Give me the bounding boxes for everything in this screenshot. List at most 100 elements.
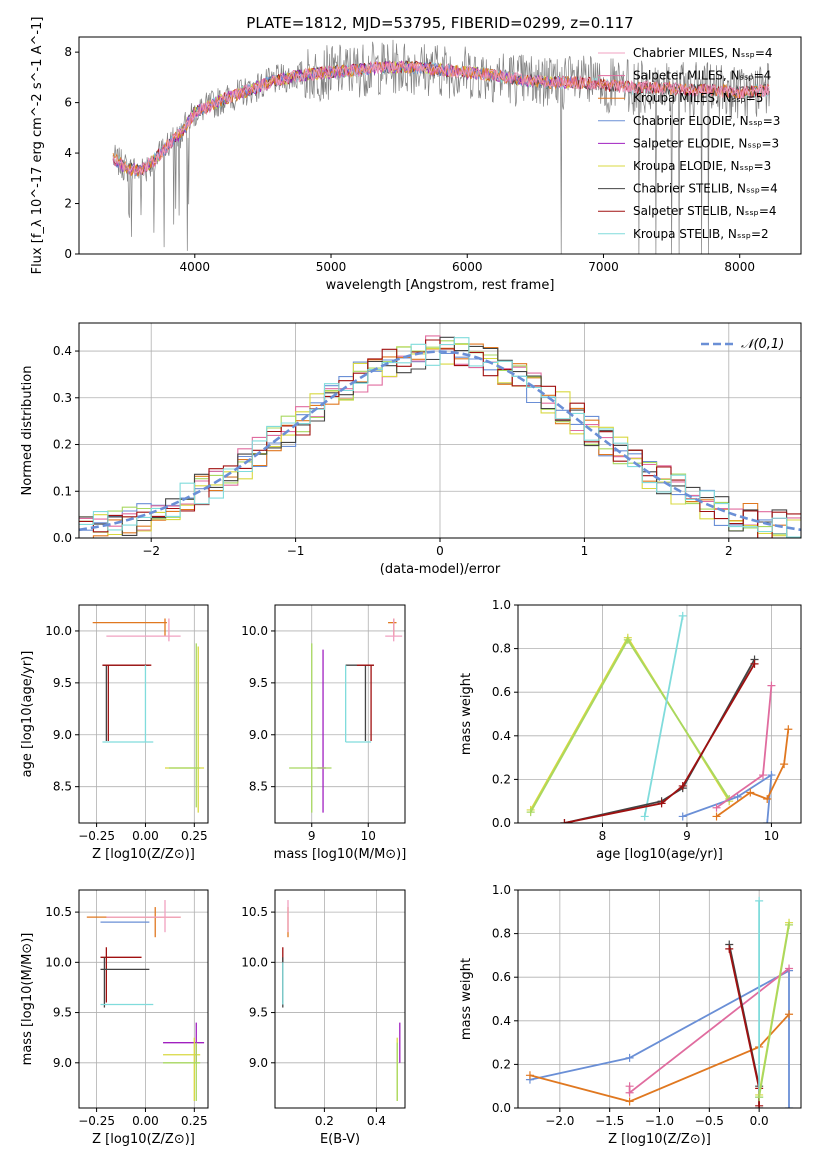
series-kroupa-miles xyxy=(715,729,790,818)
x-tick-label: 0.25 xyxy=(181,1114,208,1128)
chart-weight_vs_Z: −2.0 −1.5 −1.0 −0.5 0.0 0.0 0.2 0.4 0.6 0.8 1.0 Z [… xyxy=(459,883,802,1147)
series-chabrier-miles xyxy=(112,61,770,176)
marker xyxy=(750,659,759,668)
y-tick-label: 0.8 xyxy=(492,642,511,656)
marker xyxy=(733,792,742,801)
plot-area xyxy=(525,896,794,1108)
y-axis-label: mass weight xyxy=(459,958,474,1040)
x-axis-label: Z [log10(Z/Z⊙)] xyxy=(92,1132,195,1147)
grid xyxy=(518,604,801,824)
y-tick-label: 10.0 xyxy=(45,955,72,969)
legend: Chabrier MILES, Nₛₛₚ=4 Salpeter MILES, Nₛ… xyxy=(598,46,780,241)
x-tick-label: 10 xyxy=(361,829,376,843)
x-tick-label: 4000 xyxy=(180,260,211,274)
y-tick-label: 9.0 xyxy=(249,728,268,742)
axes-frame xyxy=(78,36,802,255)
marker xyxy=(755,896,764,905)
marker xyxy=(623,635,632,644)
y-tick-label: 0.8 xyxy=(492,927,511,941)
marker xyxy=(785,1104,794,1108)
x-tick-label: −1 xyxy=(287,544,305,558)
y-tick-label: 9.5 xyxy=(53,676,72,690)
y-axis-label: Flux [f_λ 10^-17 erg cm^-2 s^-1 A^-1] xyxy=(30,17,45,275)
marker xyxy=(678,611,687,620)
y-tick-label: 9.0 xyxy=(249,1056,268,1070)
axes-frame xyxy=(78,604,209,824)
marker xyxy=(725,944,734,953)
legend-entry: Salpeter ELODIE, Nₛₛₚ=3 xyxy=(633,136,779,150)
series-kroupa-elodie xyxy=(529,635,730,811)
marker xyxy=(763,795,772,804)
marker xyxy=(746,788,755,797)
legend: 𝒩(0,1) xyxy=(701,337,784,352)
series-chabrier-elodie xyxy=(529,969,790,1108)
x-axis-label: mass [log10(M/M⊙)] xyxy=(274,847,407,862)
hist-chabrier-stelib xyxy=(79,336,801,538)
marker xyxy=(780,760,789,769)
y-tick-label: 1.0 xyxy=(492,598,511,612)
legend-entry: Salpeter MILES, Nₛₛₚ=4 xyxy=(633,69,771,83)
grid xyxy=(79,605,208,823)
y-axis-label: Normed distribution xyxy=(20,366,35,496)
figure-title: PLATE=1812, MJD=53795, FIBERID=0299, z=0… xyxy=(246,14,633,32)
y-axis-label: mass weight xyxy=(459,673,474,755)
y-tick-label: 9.0 xyxy=(53,1056,72,1070)
series-salpeter-stelib xyxy=(564,663,756,823)
x-axis-label: Z [log10(Z/Z⊙)] xyxy=(92,847,195,862)
axes-frame xyxy=(78,889,209,1109)
legend-entry: Chabrier ELODIE, Nₛₛₚ=3 xyxy=(633,114,780,128)
grid xyxy=(275,890,405,1108)
legend-entry: Chabrier STELIB, Nₛₛₚ=4 xyxy=(633,182,778,196)
x-tick-label: 9 xyxy=(308,829,316,843)
x-tick-label: 10 xyxy=(764,829,779,843)
y-tick-label: 0.0 xyxy=(492,1101,511,1115)
marker xyxy=(625,1053,634,1062)
x-tick-label: 2 xyxy=(725,544,733,558)
x-tick-label: 0.00 xyxy=(132,1114,159,1128)
x-tick-label: 0.4 xyxy=(367,1114,386,1128)
marker xyxy=(525,1071,534,1080)
grid xyxy=(275,605,405,823)
y-tick-label: 0 xyxy=(64,247,72,261)
plots-group: 4000 5000 6000 7000 8000 0 2 4 6 8 wavelength [Ang… xyxy=(20,17,802,1147)
y-tick-label: 0.2 xyxy=(492,772,511,786)
y-tick-label: 0.1 xyxy=(53,484,72,498)
marker xyxy=(560,819,569,823)
axes-frame xyxy=(78,322,802,539)
x-tick-label: −2.0 xyxy=(545,1114,574,1128)
y-tick-label: 8.5 xyxy=(53,780,72,794)
x-axis-label: wavelength [Angstrom, rest frame] xyxy=(326,278,555,293)
hist-kroupa-stelib xyxy=(79,337,801,538)
y-tick-label: 0.0 xyxy=(492,816,511,830)
x-tick-label: 6000 xyxy=(452,260,483,274)
legend-entry: Salpeter STELIB, Nₛₛₚ=4 xyxy=(633,204,777,218)
y-tick-label: 0.6 xyxy=(492,970,511,984)
y-tick-label: 9.0 xyxy=(53,728,72,742)
x-tick-label: 0.00 xyxy=(132,829,159,843)
y-tick-label: 10.0 xyxy=(45,624,72,638)
plot-area xyxy=(112,39,771,254)
y-tick-label: 10.5 xyxy=(241,905,268,919)
x-tick-label: −0.25 xyxy=(78,1114,115,1128)
marker xyxy=(785,1010,794,1019)
y-tick-label: 9.5 xyxy=(249,676,268,690)
x-axis-label: age [log10(age/yr)] xyxy=(596,847,723,862)
marker xyxy=(755,1093,764,1102)
x-axis-label: Z [log10(Z/Z⊙)] xyxy=(608,1132,711,1147)
series-salpeter-stelib xyxy=(728,948,760,1106)
chart-spectrum: 4000 5000 6000 7000 8000 0 2 4 6 8 wavelength [Ang… xyxy=(30,17,802,293)
plot-area xyxy=(526,611,793,823)
marker xyxy=(657,799,666,808)
chart-weight_vs_age: 8 9 10 0.0 0.2 0.4 0.6 0.8 1.0 age [log10(age/yr)… xyxy=(459,598,802,862)
axes-frame xyxy=(274,604,406,824)
marker xyxy=(526,808,535,817)
plot-area xyxy=(92,618,205,813)
marker xyxy=(763,819,772,823)
series-lime xyxy=(529,638,730,813)
y-tick-label: 1.0 xyxy=(492,883,511,897)
marker xyxy=(755,1101,764,1108)
chart-residuals: −2 −1 0 1 2 0.0 0.1 0.2 0.3 0.4 (data-model)/error… xyxy=(20,322,802,577)
x-tick-label: 9 xyxy=(683,829,691,843)
plot-area xyxy=(79,335,801,538)
y-tick-label: 6 xyxy=(64,96,72,110)
